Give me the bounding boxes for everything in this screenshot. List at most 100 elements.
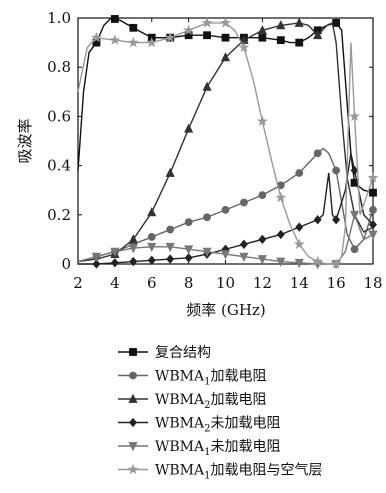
series-point [146, 36, 158, 48]
legend-label-rest: 未加载电阻 [211, 416, 281, 432]
series-group [77, 15, 379, 270]
y-tick-label: 0.8 [47, 58, 71, 76]
series-point [275, 191, 287, 203]
series-point [276, 36, 285, 45]
legend-item: WBMA1加载电阻与空气层 [118, 463, 323, 482]
legend-label-sub: 1 [204, 447, 210, 458]
series-point [109, 34, 121, 45]
series-point [293, 238, 305, 249]
legend-label-rest: 加载电阻与空气层 [211, 463, 323, 479]
x-tick-label: 6 [147, 274, 157, 292]
series-point [91, 252, 102, 262]
series-point [330, 258, 342, 269]
series-point [184, 218, 193, 227]
series-point [128, 234, 138, 244]
y-tick-label: 0.6 [47, 107, 71, 125]
legend-label-main: WBMA [155, 416, 205, 432]
series-point [276, 20, 286, 30]
legend-marker [129, 371, 137, 380]
series-point [184, 245, 194, 255]
x-tick-label: 4 [110, 274, 120, 292]
series-point [367, 172, 379, 183]
legend-label-sub: 2 [204, 424, 210, 435]
legend-label-main: WBMA [155, 439, 205, 455]
series-point [129, 23, 138, 32]
series-point [369, 188, 377, 197]
legend-marker [127, 463, 139, 475]
series-line [77, 17, 374, 194]
series-point [203, 31, 211, 40]
x-tick-label: 18 [363, 274, 382, 292]
x-tick-label: 14 [290, 274, 309, 292]
series-point [202, 81, 212, 91]
x-tick-label: 12 [253, 274, 272, 292]
series-point [110, 247, 120, 257]
series-point [165, 242, 175, 253]
x-tick-label: 10 [216, 274, 235, 292]
legend-item: WBMA1加载电阻 [118, 369, 267, 388]
series-point [349, 210, 360, 221]
legend-label-main: WBMA [155, 369, 205, 385]
series-point [239, 252, 249, 262]
series-point [166, 225, 175, 234]
series-point [129, 256, 138, 267]
legend-label-sub: 2 [204, 400, 210, 411]
legend-label-main: WBMA [155, 392, 205, 408]
series-point [239, 239, 248, 249]
series-point [220, 52, 231, 62]
series-point [127, 36, 139, 48]
series-point [164, 32, 176, 43]
series-point [258, 234, 267, 245]
series-point [295, 222, 304, 232]
series-point [220, 250, 231, 260]
series-point [166, 254, 175, 264]
series-point [332, 166, 341, 175]
series-5 [77, 17, 379, 269]
legend-label: WBMA2加载电阻 [155, 392, 267, 411]
series-point [201, 17, 213, 28]
legend: 复合结构WBMA1加载电阻WBMA2加载电阻WBMA2未加载电阻WBMA1未加载… [118, 344, 323, 482]
series-point [202, 247, 212, 257]
series-point [257, 255, 267, 265]
series-point [369, 205, 377, 214]
legend-label: WBMA2未加载电阻 [155, 416, 281, 435]
series-point [91, 32, 102, 43]
x-tick-label: 2 [73, 274, 83, 292]
series-point [110, 15, 119, 23]
y-tick-label: 0 [61, 255, 71, 273]
series-point [110, 258, 119, 268]
series-line [77, 22, 374, 265]
series-point [256, 115, 268, 126]
y-tick-label: 0.2 [47, 206, 71, 224]
legend-label: WBMA1加载电阻与空气层 [155, 463, 323, 482]
legend-label-sub: 1 [204, 471, 210, 482]
series-point [276, 257, 286, 267]
series-point [349, 110, 360, 121]
legend-item: 复合结构 [118, 344, 211, 361]
series-point [184, 123, 194, 133]
legend-label: 复合结构 [155, 344, 211, 361]
series-point [369, 219, 377, 230]
legend-marker [128, 442, 138, 452]
series-point [294, 258, 304, 269]
legend-label: WBMA1加载电阻 [155, 369, 267, 388]
series-point [183, 24, 195, 35]
series-point [294, 17, 304, 27]
legend-label-main: WBMA [155, 463, 205, 479]
series-point [240, 198, 248, 207]
series-point [220, 17, 231, 28]
series-point [350, 245, 359, 254]
series-point [313, 215, 322, 225]
series-0 [77, 15, 377, 197]
series-point [147, 242, 157, 253]
series-point [147, 255, 156, 265]
series-point [92, 259, 101, 269]
x-axis-label: 频率 (GHz) [186, 301, 265, 319]
series-point [221, 205, 230, 214]
series-point [312, 255, 324, 267]
x-tick-label: 8 [184, 274, 194, 292]
series-point [313, 29, 323, 40]
legend-item: WBMA2加载电阻 [118, 392, 267, 411]
series-point [313, 149, 322, 158]
